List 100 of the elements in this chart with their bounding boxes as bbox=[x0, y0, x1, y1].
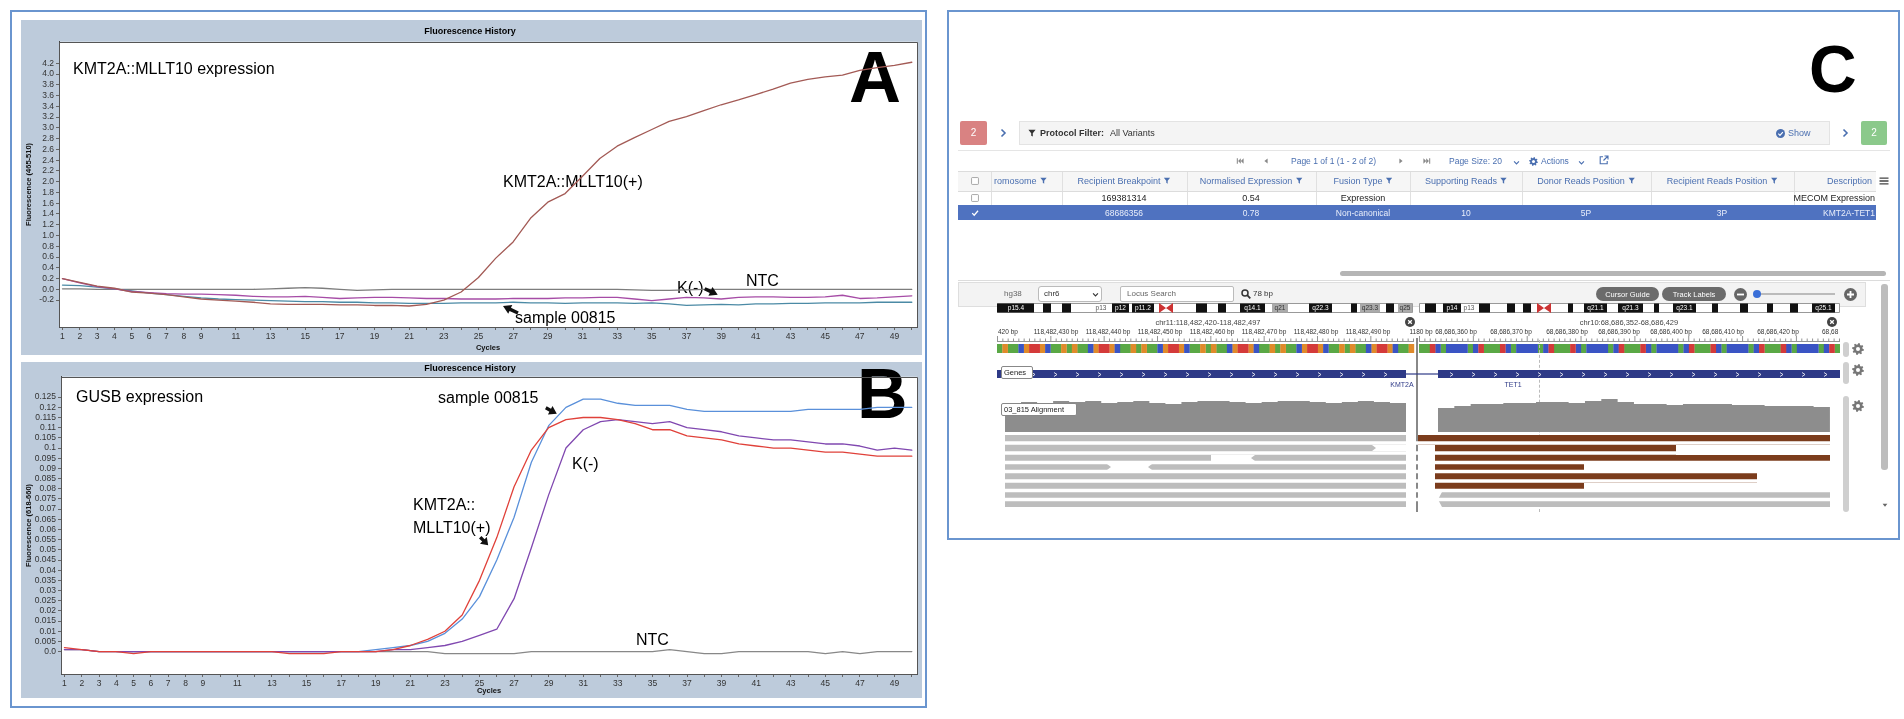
y-tick-label: 0.045 bbox=[34, 554, 57, 565]
x-tick-label: 35 bbox=[647, 678, 658, 689]
text: romosome bbox=[994, 175, 1037, 187]
y-tick-label: 0.125 bbox=[34, 391, 57, 402]
x-tick-label: 49 bbox=[889, 331, 900, 342]
y-tick-label: 3.8 bbox=[42, 79, 55, 90]
text: Recipient Reads Position bbox=[1666, 175, 1768, 187]
x-tick-label: 5 bbox=[129, 331, 135, 342]
y-tick-label: 0.08 bbox=[39, 483, 57, 494]
text: MECOM Expression bbox=[1793, 192, 1875, 204]
text: Donor Reads Position bbox=[1537, 175, 1625, 187]
x-tick-label: 31 bbox=[578, 678, 589, 689]
x-tick-label: 29 bbox=[543, 331, 553, 342]
y-tick-label: 0.005 bbox=[34, 635, 57, 646]
series-label: KMT2A::MLLT10(+) bbox=[413, 496, 491, 536]
text: All Variants bbox=[1110, 127, 1155, 139]
y-tick-label: 0.11 bbox=[40, 422, 57, 433]
series-label: sample 00815 bbox=[438, 389, 539, 406]
y-tick-label: 2.2 bbox=[42, 165, 55, 176]
y-tick-label: 3.6 bbox=[42, 89, 55, 100]
text: Locus Search bbox=[1127, 289, 1176, 299]
x-tick-label: 3 bbox=[94, 331, 100, 342]
y-tick-label: 1.0 bbox=[42, 229, 55, 240]
series-label: K(-) bbox=[572, 455, 599, 472]
x-tick-label: 49 bbox=[889, 678, 900, 689]
text: 169381314 bbox=[1101, 192, 1147, 204]
text: Fusion Type bbox=[1333, 175, 1383, 187]
x-tick-label: 11 bbox=[232, 678, 243, 689]
series-label: NTC bbox=[746, 272, 779, 289]
x-tick-label: 6 bbox=[148, 678, 154, 689]
y-tick-label: 0.085 bbox=[34, 472, 57, 483]
y-tick-label: 0.1 bbox=[44, 442, 57, 453]
x-tick-label: 41 bbox=[751, 678, 762, 689]
y-tick-label: 0.6 bbox=[42, 251, 55, 262]
x-tick-label: 11 bbox=[231, 331, 241, 342]
series-label: K(-) bbox=[677, 279, 704, 296]
x-tick-label: 8 bbox=[183, 678, 189, 689]
y-tick-label: 0.4 bbox=[42, 262, 55, 273]
x-tick-label: 2 bbox=[79, 678, 85, 689]
text: Non-canonical bbox=[1335, 207, 1391, 219]
x-tick-label: 21 bbox=[405, 678, 416, 689]
y-tick-label: 0.07 bbox=[39, 503, 57, 514]
y-tick-label: 0.8 bbox=[42, 240, 55, 251]
x-tick-label: 9 bbox=[200, 678, 206, 689]
x-tick-label: 1 bbox=[62, 678, 68, 689]
x-tick-label: 27 bbox=[509, 678, 520, 689]
y-tick-label: 1.6 bbox=[42, 197, 55, 208]
x-tick-label: 45 bbox=[820, 678, 831, 689]
text: C bbox=[1809, 31, 1857, 109]
x-tick-label: 17 bbox=[336, 678, 347, 689]
y-tick-label: 0.075 bbox=[34, 493, 57, 504]
y-tick-label: 0.035 bbox=[34, 574, 57, 585]
y-tick-label: 2.6 bbox=[42, 143, 55, 154]
x-tick-label: 43 bbox=[785, 331, 796, 342]
x-tick-label: 15 bbox=[300, 331, 311, 342]
x-tick-label: 35 bbox=[647, 331, 657, 342]
x-tick-label: 29 bbox=[543, 678, 554, 689]
x-tick-label: 39 bbox=[716, 678, 727, 689]
text: KMT2A::MLLT10 expression bbox=[73, 60, 275, 77]
text: hg38 bbox=[1004, 289, 1022, 299]
x-tick-label: 5 bbox=[131, 678, 137, 689]
text: GUSB expression bbox=[76, 388, 204, 405]
y-tick-label: 1.4 bbox=[42, 208, 55, 219]
x-tick-label: 19 bbox=[369, 331, 380, 342]
series-label: sample 00815 bbox=[515, 309, 616, 326]
y-tick-label: 2.8 bbox=[42, 133, 55, 143]
text: Show bbox=[1788, 127, 1811, 139]
x-tick-label: 37 bbox=[681, 331, 692, 342]
text: Protocol Filter: bbox=[1040, 127, 1105, 139]
y-tick-label: 0.115 bbox=[35, 411, 57, 422]
y-tick-label: 0.2 bbox=[42, 272, 55, 283]
y-tick-label: 0.065 bbox=[34, 513, 57, 524]
text: 2 bbox=[1871, 127, 1877, 139]
x-tick-label: 43 bbox=[786, 678, 796, 689]
x-tick-label: 13 bbox=[267, 678, 277, 689]
text: Page Size: 20 bbox=[1449, 155, 1502, 167]
y-tick-label: 3.0 bbox=[42, 122, 55, 133]
x-tick-label: 37 bbox=[682, 678, 692, 689]
x-tick-label: 2 bbox=[77, 331, 83, 342]
series-label: NTC bbox=[636, 631, 669, 648]
y-tick-label: 0.0 bbox=[42, 283, 55, 294]
x-tick-label: 19 bbox=[371, 678, 381, 689]
x-tick-label: 41 bbox=[751, 331, 761, 342]
x-tick-label: 21 bbox=[404, 331, 415, 342]
y-tick-label: 0.025 bbox=[34, 595, 57, 606]
text: 0.54 bbox=[1242, 192, 1260, 204]
y-tick-label: 0.105 bbox=[34, 432, 57, 443]
x-tick-label: 13 bbox=[265, 331, 276, 342]
y-tick-label: 2.4 bbox=[42, 154, 55, 165]
y-tick-label: 4.2 bbox=[42, 57, 55, 68]
x-tick-label: 47 bbox=[855, 678, 865, 689]
x-tick-label: 33 bbox=[613, 678, 623, 689]
text: Page 1 of 1 (1 - 2 of 2) bbox=[1291, 155, 1377, 167]
x-tick-label: 25 bbox=[473, 331, 484, 342]
text: Recipient Breakpoint bbox=[1077, 175, 1161, 187]
x-tick-label: 33 bbox=[612, 331, 623, 342]
x-tick-label: 7 bbox=[164, 331, 170, 342]
text: 10 bbox=[1461, 207, 1471, 219]
text: KMT2A-TET1 bbox=[1823, 207, 1875, 219]
text: 68686356 bbox=[1105, 207, 1143, 219]
